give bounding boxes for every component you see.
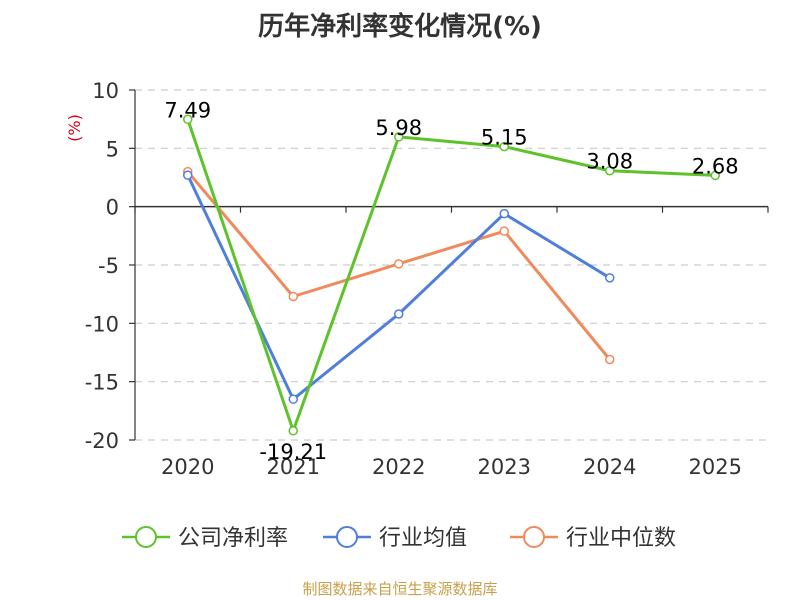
x-tick-label: 2021 [267,455,320,479]
series-line [186,174,611,401]
legend-marker [336,526,358,548]
axes: 10 5 0 -5 -10 -15 -20 2020 2021 2022 2023 2024 2025 (… [65,79,769,479]
chart-title: 历年净利率变化情况(%) [258,12,542,42]
data-label: 3.08 [586,150,633,174]
data-label: 5.15 [481,126,528,150]
x-tick-label: 2020 [161,455,214,479]
series-group [183,114,720,436]
y-tick-label: -20 [85,429,119,453]
data-point[interactable] [288,394,298,404]
data-label: 5.98 [375,116,422,140]
legend-label[interactable]: 行业中位数 [566,526,676,551]
y-tick-label: 10 [92,79,119,103]
data-point[interactable] [499,226,509,236]
data-label: 7.49 [164,98,211,122]
y-tick-label: -10 [85,312,119,336]
data-point[interactable] [605,273,615,283]
data-point[interactable] [288,426,298,436]
data-point[interactable] [288,291,298,302]
x-tick-label: 2025 [689,455,742,479]
data-point[interactable] [499,208,509,219]
data-point[interactable] [183,114,193,125]
data-point[interactable] [710,170,720,181]
data-point[interactable] [394,259,404,269]
y-tick-label: -15 [85,371,119,395]
y-tick-label: 0 [106,196,119,220]
data-point[interactable] [605,354,615,365]
series-line [186,118,716,433]
data-labels: 7.49 -19.21 5.98 5.15 3.08 2.68 [164,98,739,464]
y-axis-label: (%) [65,114,84,142]
legend-marker [523,526,545,548]
grid-lines [135,89,768,441]
data-source: 制图数据来自恒生聚源数据库 [302,580,498,598]
x-tick-label: 2023 [478,455,531,479]
data-point[interactable] [394,309,404,319]
x-tick-label: 2024 [583,455,636,479]
legend: 公司净利率 行业均值 行业中位数 [122,526,676,551]
data-point[interactable] [183,170,193,180]
y-tick-label: 5 [106,137,119,161]
legend-label[interactable]: 公司净利率 [178,526,288,551]
y-tick-label: -5 [98,254,119,278]
data-label: -19.21 [259,440,327,464]
data-point[interactable] [605,165,615,176]
x-tick-label: 2022 [372,455,425,479]
data-point[interactable] [394,132,404,142]
legend-marker [135,526,157,548]
legend-label[interactable]: 行业均值 [379,526,467,551]
data-point[interactable] [499,141,509,152]
data-label: 2.68 [692,154,739,178]
